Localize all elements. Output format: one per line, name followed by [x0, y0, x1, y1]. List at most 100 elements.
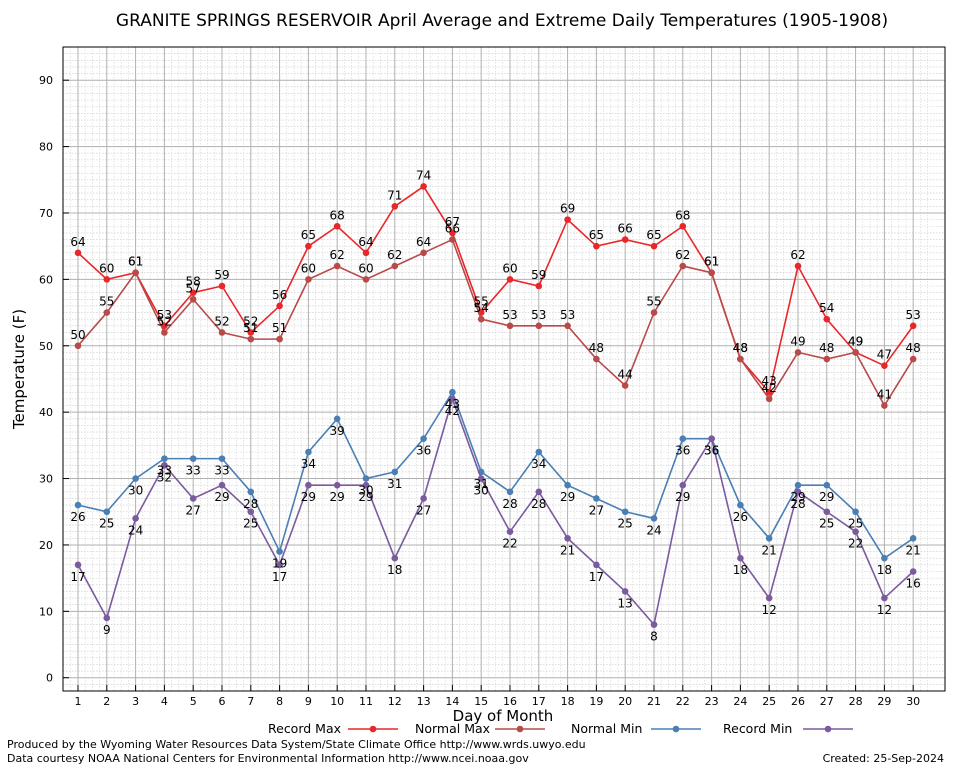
x-tick-label: 24	[733, 695, 747, 708]
data-label: 29	[358, 490, 373, 504]
data-label: 33	[214, 464, 229, 478]
data-label: 53	[906, 308, 921, 322]
x-tick-label: 9	[305, 695, 312, 708]
data-point	[564, 216, 571, 223]
legend-label: Normal Min	[571, 721, 642, 736]
data-point	[305, 276, 312, 283]
data-label: 18	[877, 563, 892, 577]
data-point	[679, 481, 687, 489]
data-label: 28	[502, 497, 517, 511]
data-label: 16	[906, 576, 921, 590]
x-tick-label: 4	[161, 695, 168, 708]
data-label: 12	[762, 603, 777, 617]
data-label: 51	[272, 321, 287, 335]
data-point	[852, 528, 859, 535]
data-point	[593, 355, 600, 363]
data-label: 31	[387, 477, 402, 491]
data-label: 29	[560, 490, 575, 504]
data-label: 19	[272, 557, 287, 571]
data-point	[909, 568, 917, 575]
data-point	[391, 203, 399, 210]
data-label: 22	[502, 537, 517, 551]
y-tick-label: 40	[39, 406, 53, 419]
data-label: 36	[704, 444, 719, 458]
data-point	[420, 435, 427, 443]
data-label: 21	[560, 543, 575, 557]
data-label: 26	[733, 510, 748, 524]
data-label: 44	[618, 368, 633, 382]
data-point	[362, 475, 370, 482]
data-point	[737, 554, 744, 562]
data-point	[362, 276, 370, 283]
data-label: 29	[819, 490, 834, 504]
y-tick-label: 90	[39, 74, 53, 87]
x-tick-label: 18	[561, 695, 575, 708]
data-label: 59	[214, 268, 229, 282]
plot-frame	[62, 46, 946, 692]
data-label: 33	[186, 464, 201, 478]
data-point	[362, 481, 370, 489]
data-point	[247, 335, 255, 343]
legend: Record Max Normal Max Normal Min Record Min	[268, 721, 853, 736]
data-point	[794, 488, 802, 496]
legend-marker	[672, 725, 680, 733]
data-label: 49	[790, 334, 805, 348]
data-label: 26	[70, 510, 85, 524]
data-label: 9	[103, 623, 111, 637]
data-label: 8	[650, 630, 658, 644]
data-point	[852, 349, 859, 356]
data-label: 29	[301, 490, 316, 504]
data-label: 36	[704, 444, 719, 458]
data-point	[218, 455, 226, 462]
data-label: 25	[243, 517, 258, 531]
data-point	[161, 329, 168, 336]
data-point	[765, 388, 773, 396]
data-label: 24	[646, 523, 661, 537]
data-point	[189, 289, 197, 296]
x-tick-label: 6	[219, 695, 226, 708]
data-point	[161, 461, 168, 469]
data-point	[161, 455, 168, 462]
data-point	[218, 481, 226, 489]
data-point	[276, 335, 283, 343]
data-point	[852, 508, 859, 516]
data-point	[391, 262, 399, 270]
data-label: 34	[301, 457, 316, 471]
data-label: 55	[474, 295, 489, 309]
data-label: 53	[560, 308, 575, 322]
data-point	[535, 322, 543, 330]
data-label: 58	[186, 275, 201, 289]
data-label: 62	[387, 248, 402, 262]
data-label: 21	[906, 543, 921, 557]
data-point	[708, 435, 715, 443]
minor-grid	[63, 46, 945, 692]
data-point	[247, 329, 255, 336]
data-point	[189, 455, 197, 462]
data-label: 56	[272, 288, 287, 302]
data-label: 49	[848, 334, 863, 348]
data-label: 25	[618, 517, 633, 531]
data-point	[823, 481, 831, 489]
data-point	[333, 481, 341, 489]
x-tick-label: 17	[532, 695, 546, 708]
data-point	[305, 242, 312, 250]
data-point	[593, 495, 600, 502]
data-point	[103, 614, 111, 622]
y-axis-label: Temperature (F)	[10, 309, 28, 430]
y-tick-label: 70	[39, 207, 53, 220]
data-label: 59	[531, 268, 546, 282]
data-label: 54	[474, 301, 489, 315]
data-point	[564, 322, 571, 330]
y-tick-label: 20	[39, 539, 53, 552]
data-label: 28	[243, 497, 258, 511]
data-point	[909, 322, 917, 330]
data-label: 18	[387, 563, 402, 577]
data-label: 48	[906, 341, 921, 355]
data-point	[103, 276, 111, 283]
data-label: 66	[618, 222, 633, 236]
created-date: Created: 25-Sep-2024	[823, 752, 944, 765]
data-point	[621, 508, 629, 516]
data-label: 60	[99, 261, 114, 275]
data-label: 36	[675, 444, 690, 458]
data-label: 42	[762, 381, 777, 395]
